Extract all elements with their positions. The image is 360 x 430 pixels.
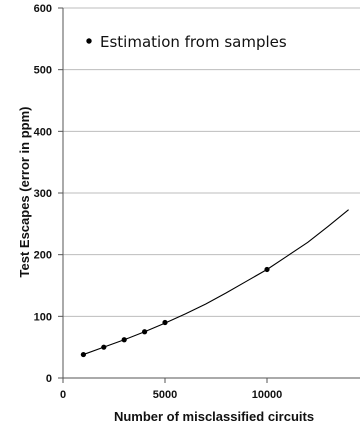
axes <box>58 7 360 383</box>
tick-labels: 0 100 200 300 400 500 600 0 5000 10000 <box>34 3 283 401</box>
y-tick-label-200: 200 <box>34 250 52 262</box>
y-tick-label-300: 300 <box>34 188 52 200</box>
y-tick-label-400: 400 <box>34 126 52 138</box>
trend-curve-group <box>83 209 349 356</box>
y-tick-label-100: 100 <box>34 311 52 323</box>
y-tick-label-500: 500 <box>34 65 52 77</box>
data-point-5000 <box>162 319 168 326</box>
data-points <box>80 266 270 358</box>
data-point-3000 <box>121 337 127 343</box>
data-point-2000 <box>101 344 107 350</box>
data-point-10000 <box>264 266 270 273</box>
data-point-1000 <box>80 351 86 358</box>
y-axis-label: Test Escapes (error in ppm) <box>17 107 32 278</box>
x-tick-label-10000: 10000 <box>252 389 283 401</box>
y-tick-label-600: 600 <box>34 3 52 15</box>
legend-marker <box>86 38 92 44</box>
legend: Estimation from samples <box>86 33 287 51</box>
trend-curve <box>83 209 349 356</box>
legend-label: Estimation from samples <box>100 33 287 51</box>
x-tick-label-0: 0 <box>60 389 66 401</box>
y-tick-label-0: 0 <box>46 373 52 385</box>
data-point-4000 <box>142 329 148 335</box>
x-tick-label-5000: 5000 <box>153 389 177 401</box>
grid-lines <box>63 7 360 317</box>
x-axis-label: Number of misclassified circuits <box>114 409 314 424</box>
